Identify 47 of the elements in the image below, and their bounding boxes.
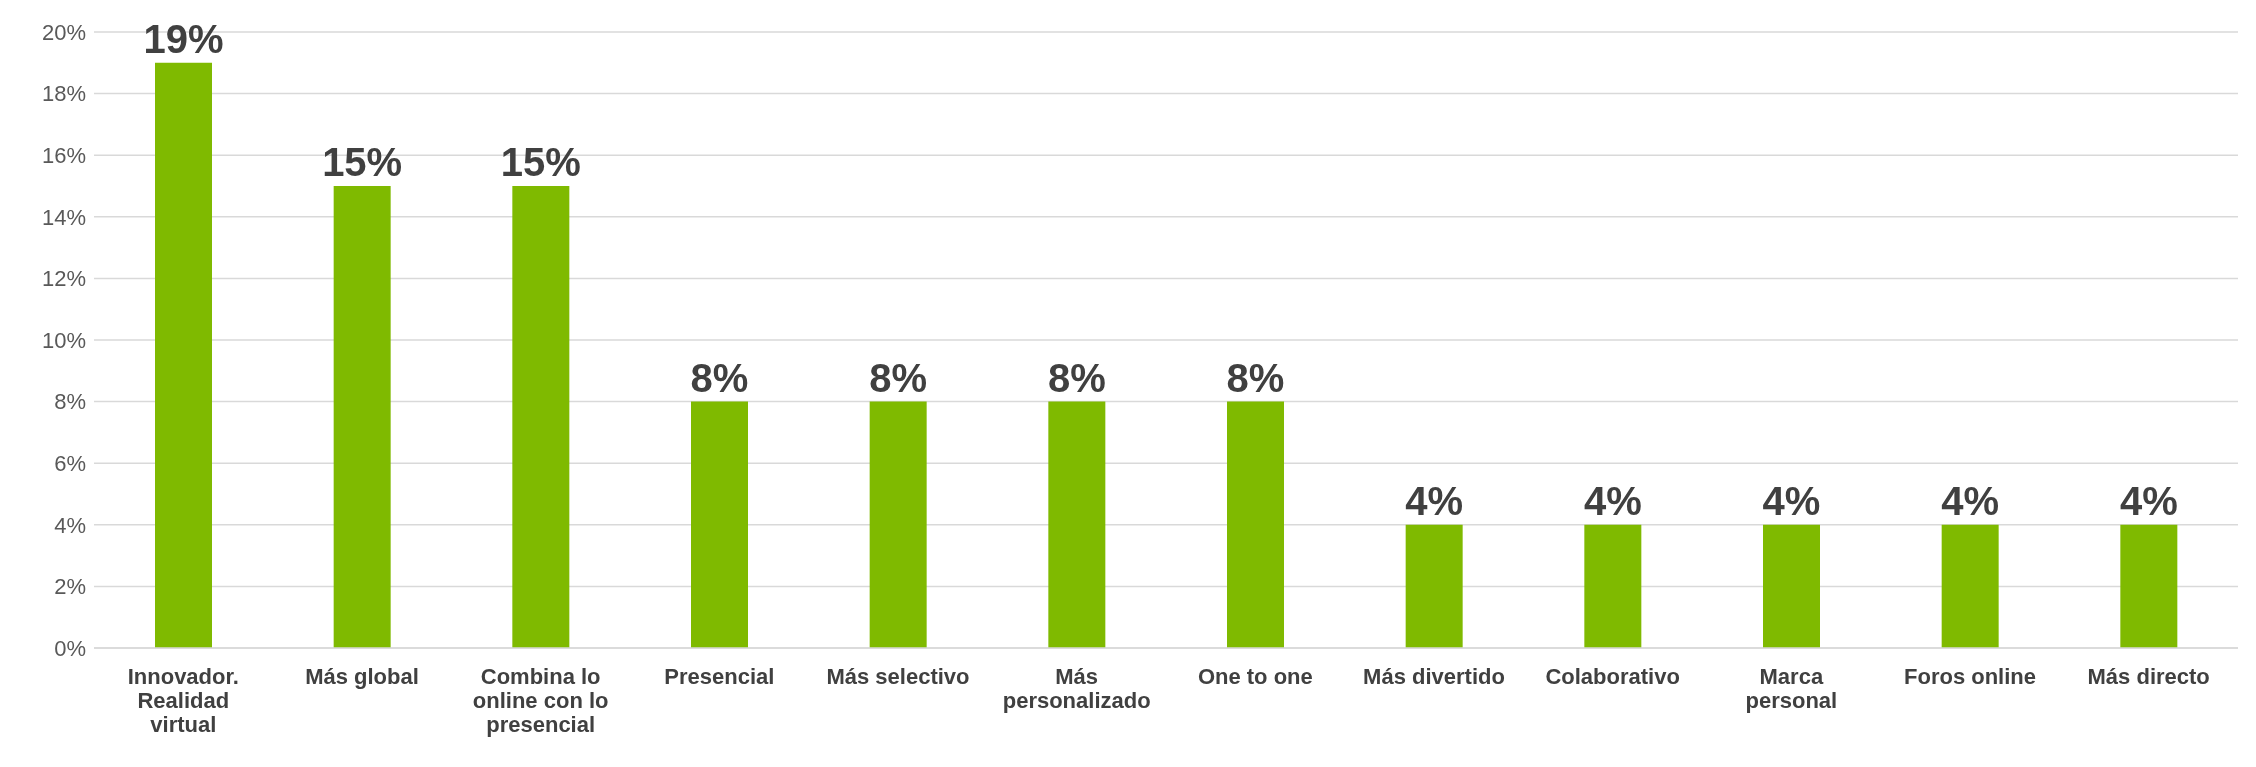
y-tick-label: 18% — [41, 81, 86, 107]
x-tick-label: Más directo — [2087, 663, 2210, 689]
data-label: 8% — [1226, 355, 1285, 400]
data-label: 8% — [690, 355, 749, 400]
data-label: 4% — [1941, 478, 2000, 523]
y-tick-label: 20% — [41, 19, 86, 45]
bar — [2120, 524, 2178, 648]
x-tick-label: Foros online — [1904, 663, 2036, 689]
bar — [512, 186, 570, 648]
x-tick-label: Combina lo online con lo presencial — [472, 663, 609, 738]
y-tick-label: 8% — [54, 389, 86, 415]
bar — [691, 401, 748, 648]
y-tick-label: 2% — [54, 574, 86, 600]
y-tick-label: 16% — [41, 143, 86, 169]
x-tick-label: Más selectivo — [826, 663, 970, 689]
bar — [155, 62, 212, 648]
bar — [333, 186, 391, 648]
data-label: 4% — [1583, 478, 1642, 523]
bar — [869, 401, 927, 648]
bar — [1048, 401, 1106, 648]
data-label: 8% — [1047, 355, 1106, 400]
x-tick-label: One to one — [1197, 663, 1313, 689]
y-tick-label: 6% — [54, 451, 86, 477]
x-tick-label: Colaborativo — [1545, 663, 1680, 689]
x-tick-label: Innovador. Realidad virtual — [127, 663, 239, 738]
data-label: 15% — [500, 140, 581, 184]
bar — [1763, 524, 1820, 648]
y-tick-label: 12% — [41, 266, 86, 292]
data-label: 15% — [322, 140, 403, 184]
x-tick-label: Marca personal — [1745, 663, 1838, 713]
data-label: 4% — [1405, 478, 1464, 523]
data-label: 4% — [2119, 478, 2178, 523]
bar — [1405, 524, 1463, 648]
x-tick-label: Más divertido — [1363, 663, 1505, 689]
y-tick-label: 14% — [41, 204, 86, 230]
y-tick-label: 4% — [54, 512, 86, 538]
data-label: 4% — [1762, 478, 1821, 523]
data-label: 8% — [869, 355, 928, 400]
x-tick-label: Más global — [305, 663, 419, 689]
y-tick-label: 0% — [54, 635, 86, 661]
y-tick-label: 10% — [41, 327, 86, 353]
bar — [1941, 524, 1999, 648]
x-tick-label: Presencial — [664, 663, 775, 689]
bar — [1584, 524, 1642, 648]
x-tick-label: Más personalizado — [1002, 663, 1151, 713]
bar — [1227, 401, 1284, 648]
data-label: 19% — [143, 16, 224, 61]
